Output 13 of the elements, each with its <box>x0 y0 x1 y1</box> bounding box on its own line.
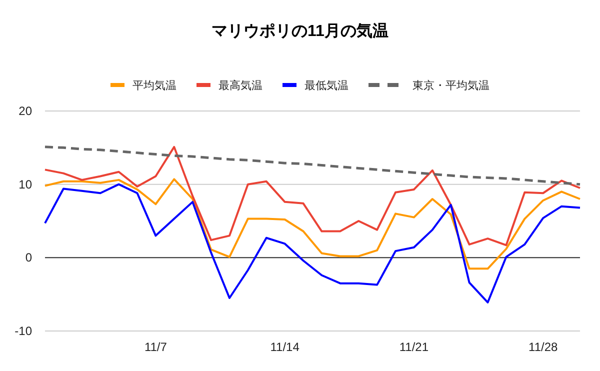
chart-title: マリウポリの11月の気温 <box>212 22 388 40</box>
y-tick-label: 20 <box>18 104 32 118</box>
y-tick-label: -10 <box>14 324 32 338</box>
legend-label: 平均気温 <box>132 80 176 92</box>
x-tick-label: 11/28 <box>528 340 558 354</box>
y-tick-label: 10 <box>18 177 32 192</box>
legend-label: 東京・平均気温 <box>412 79 490 92</box>
legend-label: 最低気温 <box>304 80 348 92</box>
y-tick-label: 0 <box>25 250 32 265</box>
x-tick-label: 11/7 <box>144 340 168 354</box>
x-tick-label: 11/14 <box>270 340 300 354</box>
x-tick-label: 11/21 <box>399 340 429 354</box>
legend-label: 最高気温 <box>218 79 262 92</box>
